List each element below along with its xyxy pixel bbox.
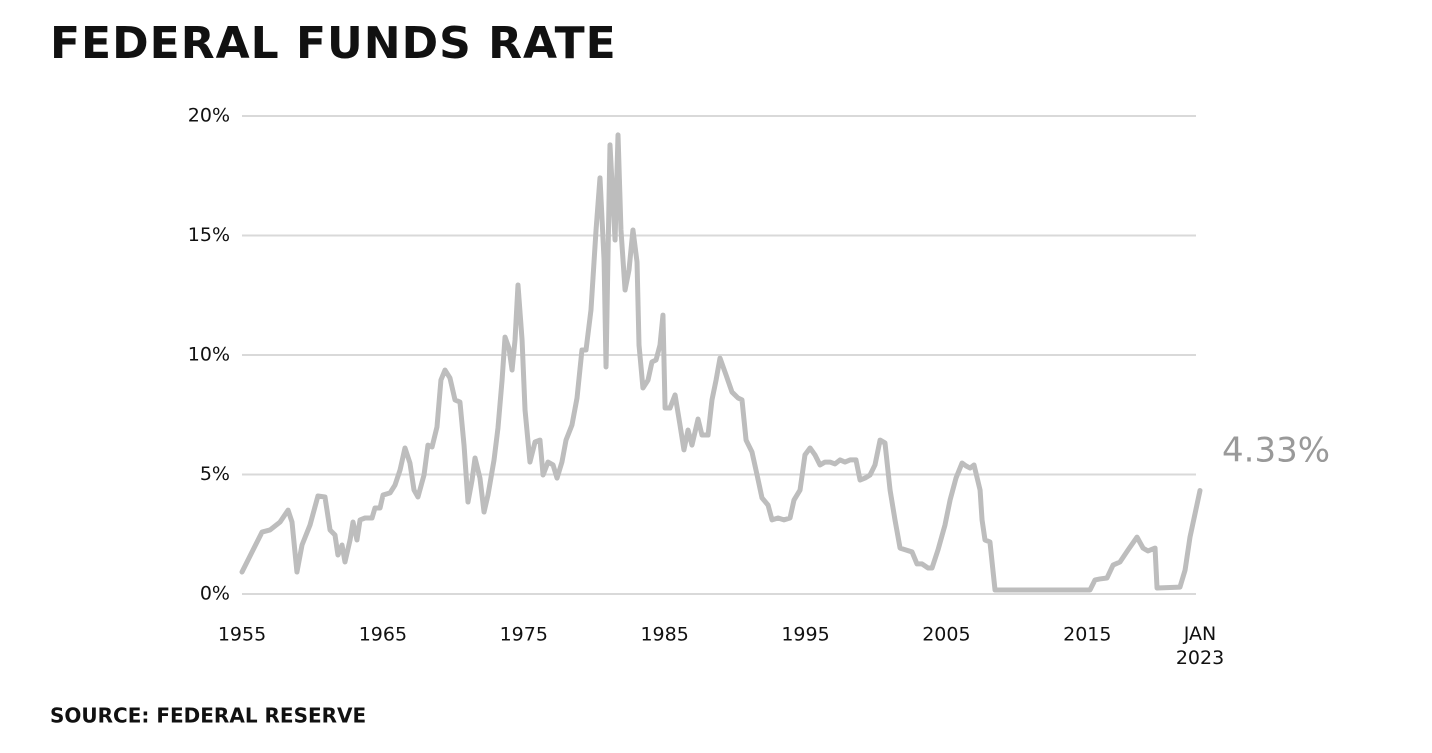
annotation: 4.33% [1222,431,1330,471]
y-tick-label: 5% [200,463,230,485]
y-tick-label: 20% [188,105,230,127]
x-tick-label: 2015 [1063,624,1111,646]
x-tick-label: 1985 [640,624,688,646]
y-tick-label: 10% [188,344,230,366]
y-tick-label: 15% [188,224,230,246]
x-tick-label: 1995 [781,624,829,646]
x-tick-label: 2005 [922,624,970,646]
y-tick-label: 0% [200,583,230,605]
chart-title: FEDERAL FUNDS RATE [50,18,617,69]
x-tick-label: 1955 [218,624,266,646]
x-tick-label: 1965 [359,624,407,646]
source: SOURCE: FEDERAL RESERVE [50,704,366,728]
x-tick-label: 1975 [500,624,548,646]
x-tick-label: JAN 2023 [1175,623,1225,669]
data-line [239,132,1203,593]
